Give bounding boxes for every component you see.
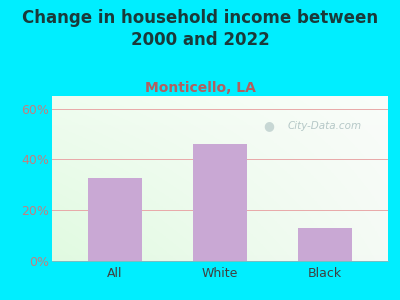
Text: Monticello, LA: Monticello, LA [144,81,256,95]
Bar [193,144,247,261]
Bar [298,228,352,261]
Text: City-Data.com: City-Data.com [287,121,361,131]
Bar [88,178,142,261]
Text: Change in household income between
2000 and 2022: Change in household income between 2000 … [22,9,378,49]
Text: ●: ● [264,119,274,132]
